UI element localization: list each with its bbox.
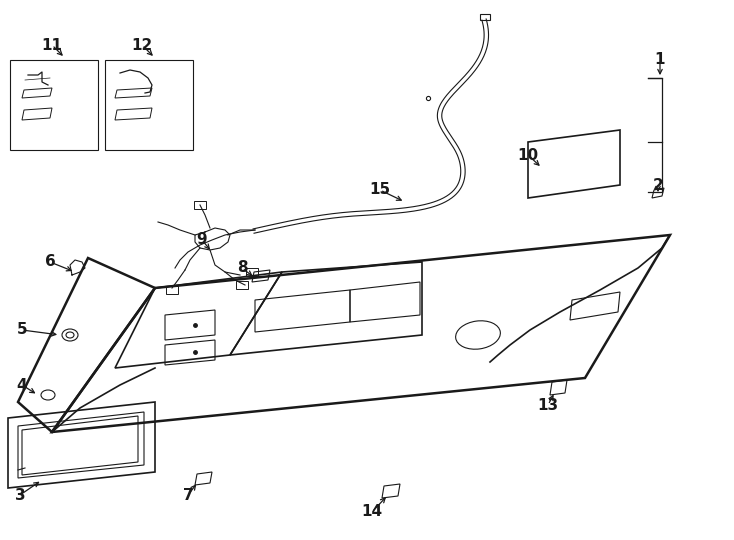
Bar [105,60,193,150]
Text: 15: 15 [369,183,390,198]
Text: 12: 12 [131,37,153,52]
Text: 8: 8 [236,260,247,275]
Text: 10: 10 [517,147,539,163]
Text: 7: 7 [183,488,193,503]
Bar [10,60,98,150]
Text: 5: 5 [17,322,27,338]
Text: 3: 3 [15,488,25,503]
Text: 13: 13 [537,397,559,413]
Text: 2: 2 [653,178,664,192]
Text: 11: 11 [42,37,62,52]
Text: 1: 1 [655,52,665,68]
Text: 14: 14 [361,504,382,519]
Text: 6: 6 [45,254,55,269]
Text: 4: 4 [17,377,27,393]
Text: 9: 9 [197,233,207,247]
